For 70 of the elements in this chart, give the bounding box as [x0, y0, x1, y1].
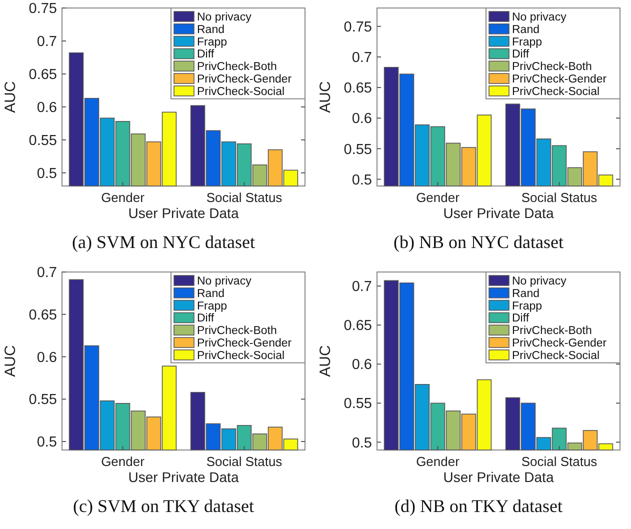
y-tick-label: 0.65 — [344, 80, 372, 97]
y-tick-label: 0.7 — [36, 265, 57, 282]
x-axis-title: User Private Data — [443, 205, 554, 221]
x-axis-title: User Private Data — [128, 469, 239, 485]
legend-label: Frapp — [512, 36, 542, 48]
legend-label: PrivCheck-Social — [197, 86, 285, 98]
legend-label: Frapp — [197, 36, 228, 48]
y-tick-label: 0.55 — [344, 396, 372, 412]
x-tick-label: Gender — [416, 454, 460, 469]
legend-label: No privacy — [197, 276, 252, 288]
y-tick-label: 0.6 — [352, 357, 372, 374]
legend-label: Rand — [197, 24, 224, 36]
legend-label: PrivCheck-Both — [197, 61, 277, 74]
y-axis-title: AUC — [2, 81, 19, 113]
text: (a) SVM on NYC dataset — [72, 232, 255, 252]
y-tick-label: 0.5 — [352, 172, 372, 188]
legend-label: PrivCheck-Both — [512, 61, 592, 74]
legend-label: Diff — [512, 312, 530, 325]
x-tick-label: Gender — [101, 190, 146, 205]
y-tick-label: 0.55 — [28, 392, 57, 408]
legend-label: Rand — [512, 288, 540, 300]
x-tick-label: Social Status — [521, 190, 598, 205]
y-tick-label: 0.5 — [352, 435, 372, 452]
y-tick-label: 0.65 — [28, 67, 57, 83]
y-tick-label: 0.75 — [28, 1, 57, 18]
y-tick-label: 0.7 — [352, 50, 372, 66]
x-tick-label: Social Status — [521, 454, 598, 469]
x-tick-label: Gender — [416, 190, 460, 205]
legend-label: Diff — [197, 48, 215, 61]
x-tick-label: Gender — [101, 454, 146, 469]
legend-label: PrivCheck-Gender — [197, 74, 292, 86]
y-tick-label: 0.6 — [36, 350, 57, 366]
x-axis-title: User Private Data — [443, 469, 554, 485]
text: (b) NB on NYC dataset — [394, 232, 564, 252]
legend-label: PrivCheck-Gender — [197, 338, 292, 350]
x-axis-title: User Private Data — [128, 205, 239, 221]
legend-label: PrivCheck-Both — [197, 325, 277, 338]
legend-label: PrivCheck-Gender — [512, 338, 607, 350]
y-tick-label: 0.55 — [28, 132, 57, 149]
y-tick-label: 0.7 — [36, 34, 57, 50]
legend-label: Frapp — [197, 300, 228, 312]
y-tick-label: 0.55 — [344, 142, 372, 158]
legend-label: PrivCheck-Social — [197, 350, 285, 362]
legend-label: No privacy — [197, 12, 252, 24]
y-tick-label: 0.5 — [36, 434, 57, 451]
y-axis-title: AUC — [317, 81, 334, 113]
y-axis-title: AUC — [317, 345, 334, 377]
legend-label: No privacy — [512, 12, 567, 24]
legend-label: Diff — [512, 48, 530, 61]
legend-label: PrivCheck-Gender — [512, 74, 607, 86]
y-tick-label: 0.6 — [36, 100, 57, 116]
x-tick-label: Social Status — [206, 190, 283, 205]
y-tick-label: 0.75 — [344, 19, 372, 36]
y-axis-title: AUC — [2, 345, 19, 377]
legend-label: Frapp — [512, 300, 542, 312]
y-tick-label: 0.7 — [352, 279, 372, 296]
y-tick-label: 0.6 — [352, 111, 372, 128]
text: (c) SVM on TKY dataset — [73, 496, 254, 516]
legend-label: PrivCheck-Social — [512, 86, 600, 98]
legend-label: Rand — [197, 288, 224, 300]
legend-label: Diff — [197, 312, 215, 325]
legend-label: No privacy — [512, 276, 567, 288]
x-tick-label: Social Status — [206, 454, 283, 469]
legend-label: PrivCheck-Both — [512, 325, 592, 338]
legend-label: Rand — [512, 24, 540, 36]
legend-label: PrivCheck-Social — [512, 350, 600, 362]
y-tick-label: 0.65 — [344, 318, 372, 334]
y-tick-label: 0.5 — [36, 166, 57, 182]
text: (d) NB on TKY dataset — [394, 496, 562, 516]
y-tick-label: 0.65 — [28, 307, 57, 324]
